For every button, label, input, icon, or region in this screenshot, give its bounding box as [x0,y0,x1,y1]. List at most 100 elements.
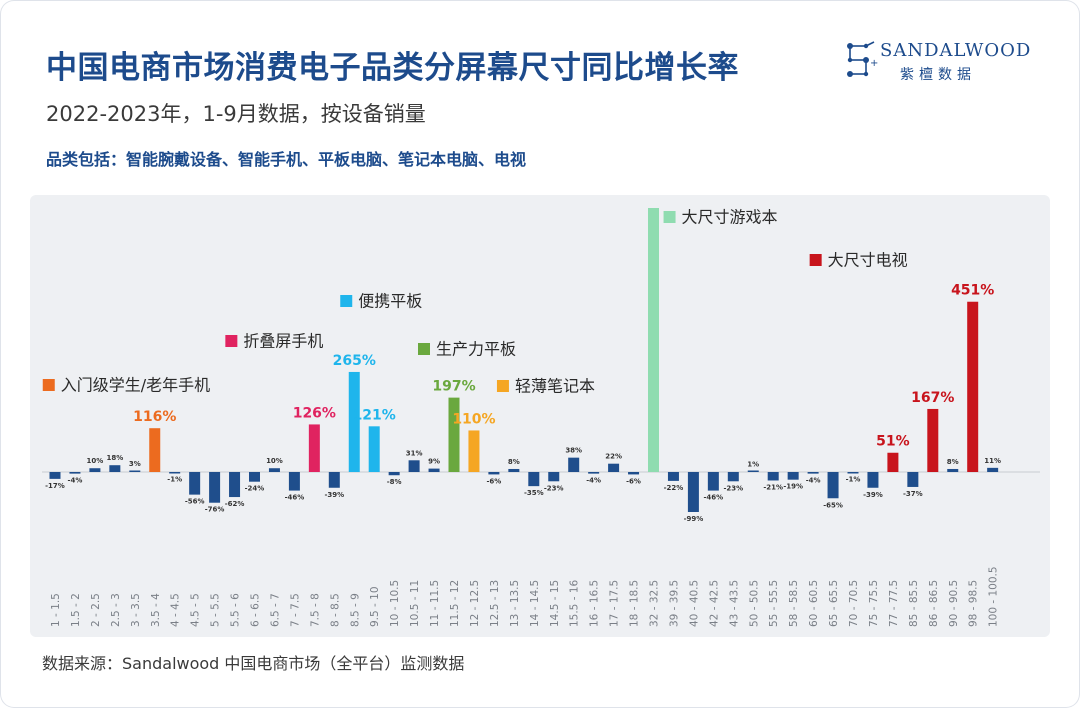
bar [628,472,640,475]
category-tick-label: 12.5 - 13 [489,580,501,627]
data-label: 38% [565,447,582,455]
data-label: -4% [806,477,821,485]
bar [408,460,420,472]
category-tick-label: 39 - 39.5 [668,580,680,627]
bar [288,472,300,491]
sandalwood-logo-icon: + [847,41,878,77]
data-label: -46% [704,494,724,502]
bar [308,424,320,472]
annotation-swatch [418,343,430,355]
category-tick-label: 1.5 - 2 [70,593,82,627]
category-tick-label: 4.5 - 5 [190,593,202,627]
category-tick-label: 43 - 43.5 [728,580,740,627]
data-label: 265% [333,353,376,369]
annotation-label: 大尺寸电视 [828,251,908,270]
bar [947,468,959,472]
category-tick-label: 5.5 - 6 [230,593,242,627]
category-tick-label: 14 - 14.5 [529,580,541,627]
logo-name-en: SANDALWOOD [880,40,1032,61]
data-label: 10% [266,457,283,465]
data-label: 110% [452,411,495,427]
bar [368,426,380,472]
category-tick-label: 60 - 60.5 [808,580,820,627]
brand-logo: + SANDALWOOD 紫檀数据 [844,38,1044,88]
data-label: -23% [544,484,564,492]
category-tick-label: 10 - 10.5 [389,580,401,627]
annotation-swatch [42,379,55,391]
category-tick-label: 2.5 - 3 [110,593,122,627]
category-tick-label: 9.5 - 10 [369,586,381,627]
bar [229,472,241,498]
bar [89,468,101,472]
category-tick-label: 14.5 - 15 [549,580,561,627]
data-label: 197% [432,379,475,395]
category-tick-label: 98 - 98.5 [968,580,980,627]
bar [249,472,260,482]
data-label: 116% [133,409,176,425]
category-tick-label: 13 - 13.5 [509,580,521,627]
bar [667,472,679,481]
data-label: -19% [783,483,803,491]
bar [109,465,121,472]
category-tick-label: 90 - 90.5 [948,580,960,627]
bar [747,470,759,472]
bar [169,472,181,474]
data-label: -1% [846,475,861,483]
data-label: 8% [508,458,520,466]
data-label: -99% [684,515,704,523]
data-label: 10% [87,457,104,465]
svg-text:+: + [870,58,878,69]
bar-chart: -17% 1 - 1.5 -4% 1.5 - 2 10% 2 - 2.5 18% 2.5 - … [42,208,1040,627]
data-label: 1% [747,461,759,469]
annotation-label: 入门级学生/老年手机 [61,376,210,395]
annotation-label: 生产力平板 [436,340,516,359]
category-tick-label: 65 - 65.5 [828,580,840,627]
bar [927,408,939,472]
data-label: 8% [947,458,959,466]
data-label: -4% [68,477,83,485]
data-source: 数据来源：Sandalwood 中国电商市场（全平台）监测数据 [42,654,465,673]
category-tick-label: 70 - 70.5 [848,580,860,627]
data-label: 3% [129,460,141,468]
category-tick-label: 16 - 16.5 [589,580,601,627]
category-tick-label: 3 - 3.5 [130,593,142,627]
category-tick-label: 6 - 6.5 [250,593,262,627]
category-tick-label: 3.5 - 4 [150,593,162,627]
bar [189,472,201,495]
category-tick-label: 5 - 5.5 [210,593,222,627]
category-tick-label: 12 - 12.5 [469,580,481,627]
data-label: -1% [167,475,182,483]
annotation-label: 便携平板 [358,292,422,311]
data-label: 9% [428,458,440,466]
data-label: -37% [903,490,923,498]
bar [967,301,979,472]
bar [328,472,340,488]
category-tick-label: 7.5 - 8 [309,593,321,627]
category-tick-label: 42 - 42.5 [708,580,720,627]
bar [867,472,879,488]
data-label: -62% [225,500,245,508]
category-tick-label: 32 - 32.5 [649,580,661,627]
category-tick-label: 2 - 2.5 [90,593,102,627]
data-label: -22% [664,484,684,492]
data-label: 31% [406,449,423,457]
category-tick-label: 17 - 17.5 [609,580,621,627]
bar [648,208,659,472]
category-tick-label: 11.5 - 12 [449,580,461,627]
category-tick-label: 77 - 77.5 [888,580,900,627]
category-tick-label: 8.5 - 9 [349,593,361,627]
annotation-swatch [496,380,509,392]
bar [468,430,480,472]
category-tick-label: 58 - 58.5 [788,580,800,627]
bar [129,470,141,472]
bar [987,467,999,472]
data-label: -6% [487,477,502,485]
bar [588,472,600,474]
category-tick-label: 40 - 40.5 [688,580,700,627]
category-tick-label: 6.5 - 7 [269,593,281,627]
bar [707,472,719,491]
category-tick-label: 75 - 75.5 [868,580,880,627]
data-label: 22% [605,453,622,461]
category-note: 品类包括：智能腕戴设备、智能手机、平板电脑、笔记本电脑、电视 [46,150,527,169]
